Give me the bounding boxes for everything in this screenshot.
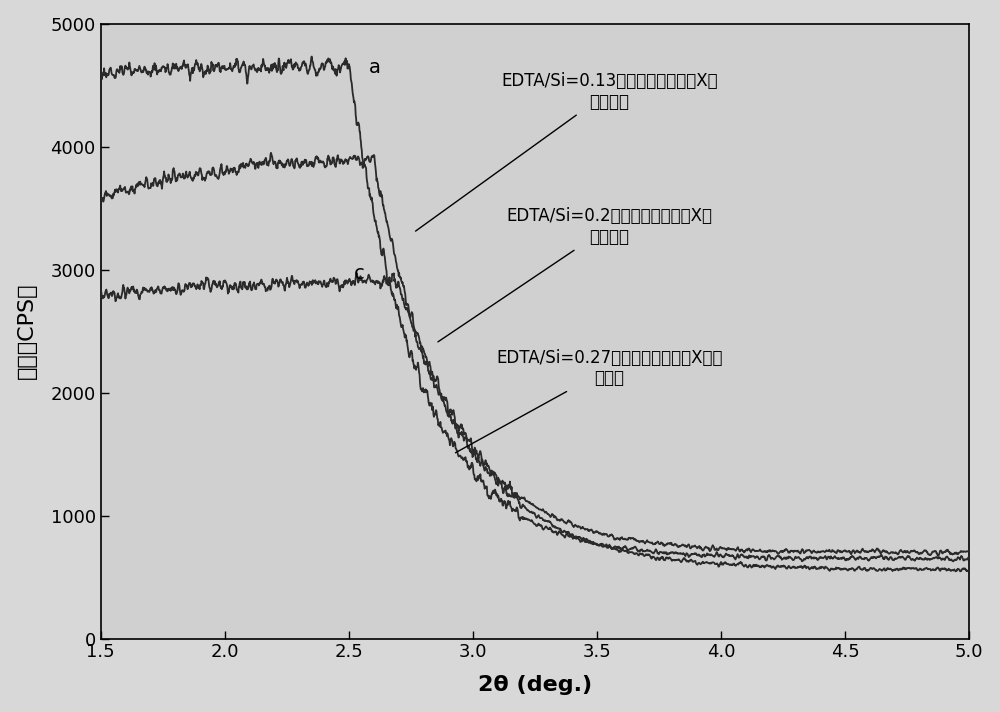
Text: c: c (354, 264, 364, 283)
X-axis label: 2θ (deg.): 2θ (deg.) (478, 676, 592, 696)
Text: EDTA/Si=0.27硅基介孔分子筛的X射线
衍射图: EDTA/Si=0.27硅基介孔分子筛的X射线 衍射图 (455, 349, 723, 453)
Text: EDTA/Si=0.2硅基介孔分子筛的X射
线衍射图: EDTA/Si=0.2硅基介孔分子筛的X射 线衍射图 (438, 207, 712, 342)
Text: EDTA/Si=0.13硅基介孔分子筛的X射
线衍射图: EDTA/Si=0.13硅基介孔分子筛的X射 线衍射图 (416, 72, 718, 231)
Text: a: a (369, 58, 381, 77)
Y-axis label: 强度（CPS）: 强度（CPS） (17, 283, 37, 379)
